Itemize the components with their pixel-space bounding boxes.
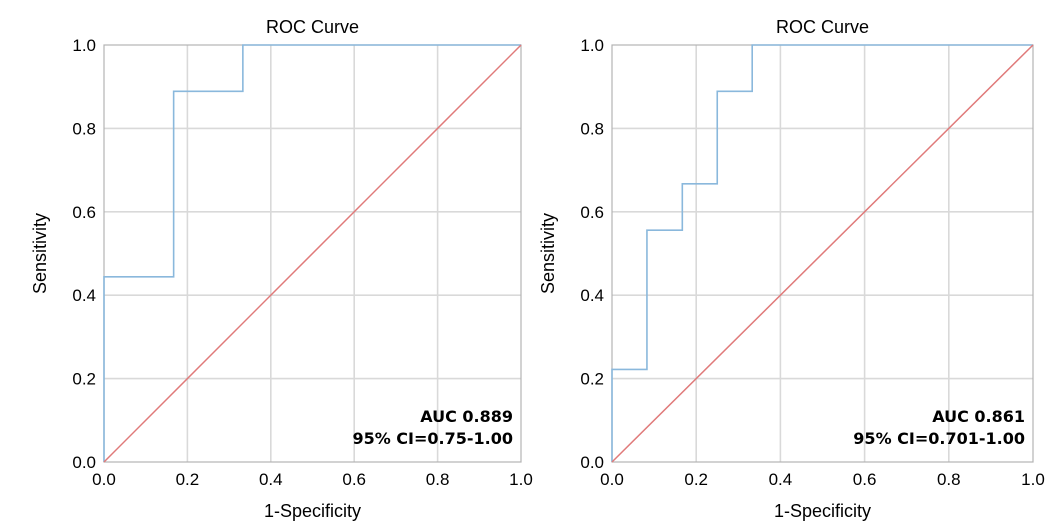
chart-1-y-tick-label: 0.4	[72, 286, 96, 305]
chart-1-x-tick-label: 0.6	[342, 470, 366, 489]
chart-2-roc-curve-line	[611, 44, 1033, 462]
chart-2-x-tick-label: 0.6	[853, 470, 877, 489]
chart-1-y-tick-label: 1.0	[72, 36, 96, 55]
chart-1-reference-diagonal-line	[103, 44, 522, 463]
chart-2-x-tick-label: 0.2	[684, 470, 708, 489]
chart-1-y-tick-label: 0.8	[72, 119, 96, 138]
chart-2-y-axis-label: Sensitivity	[538, 213, 558, 294]
chart-2-x-tick-label: 0.8	[937, 470, 961, 489]
chart-1-x-axis-label: 1-Specificity	[264, 501, 361, 521]
chart-1-y-tick-label: 0.6	[72, 203, 96, 222]
chart-2-y-tick-label: 0.6	[580, 203, 604, 222]
chart-1-x-tick-label: 1.0	[509, 470, 533, 489]
chart-1-annotation-ci: 95% CI=0.75-1.00	[352, 429, 513, 448]
chart-2-y-tick-label: 1.0	[580, 36, 604, 55]
chart-2-x-tick-label: 1.0	[1021, 470, 1045, 489]
chart-2-x-tick-label: 0.0	[600, 470, 624, 489]
chart-1-x-tick-label: 0.2	[176, 470, 200, 489]
chart-1-y-axis-label: Sensitivity	[30, 213, 50, 294]
chart-1-panel: ROC Curve 0.0 0.2 0.4 0.6 0.8 1.0 0.0 0.2 0.4 0.6 0…	[30, 17, 533, 521]
chart-1-y-tick-label: 0.0	[72, 453, 96, 472]
chart-2-y-tick-label: 0.0	[580, 453, 604, 472]
chart-1-annotation-auc: AUC 0.889	[420, 407, 513, 426]
chart-2-y-tick-label: 0.2	[580, 370, 604, 389]
chart-2-panel: ROC Curve 0.0 0.2 0.4 0.6 0.8 1.0 0.0 0.2 0.4 0.6 0…	[538, 17, 1045, 521]
chart-1-x-tick-label: 0.8	[426, 470, 450, 489]
chart-2-annotation-ci: 95% CI=0.701-1.00	[853, 429, 1025, 448]
chart-2-title: ROC Curve	[776, 17, 869, 37]
chart-1-roc-curve-line	[103, 44, 521, 462]
chart-1-x-tick-label: 0.0	[92, 470, 116, 489]
chart-2-y-tick-label: 0.4	[580, 286, 604, 305]
chart-1-title: ROC Curve	[266, 17, 359, 37]
chart-2-x-tick-label: 0.4	[769, 470, 793, 489]
chart-1-x-tick-label: 0.4	[259, 470, 283, 489]
chart-2-x-axis-label: 1-Specificity	[774, 501, 871, 521]
chart-2-reference-diagonal-line	[611, 44, 1034, 463]
chart-2-annotation-auc: AUC 0.861	[932, 407, 1025, 426]
chart-2-y-tick-label: 0.8	[580, 119, 604, 138]
chart-1-y-tick-label: 0.2	[72, 370, 96, 389]
